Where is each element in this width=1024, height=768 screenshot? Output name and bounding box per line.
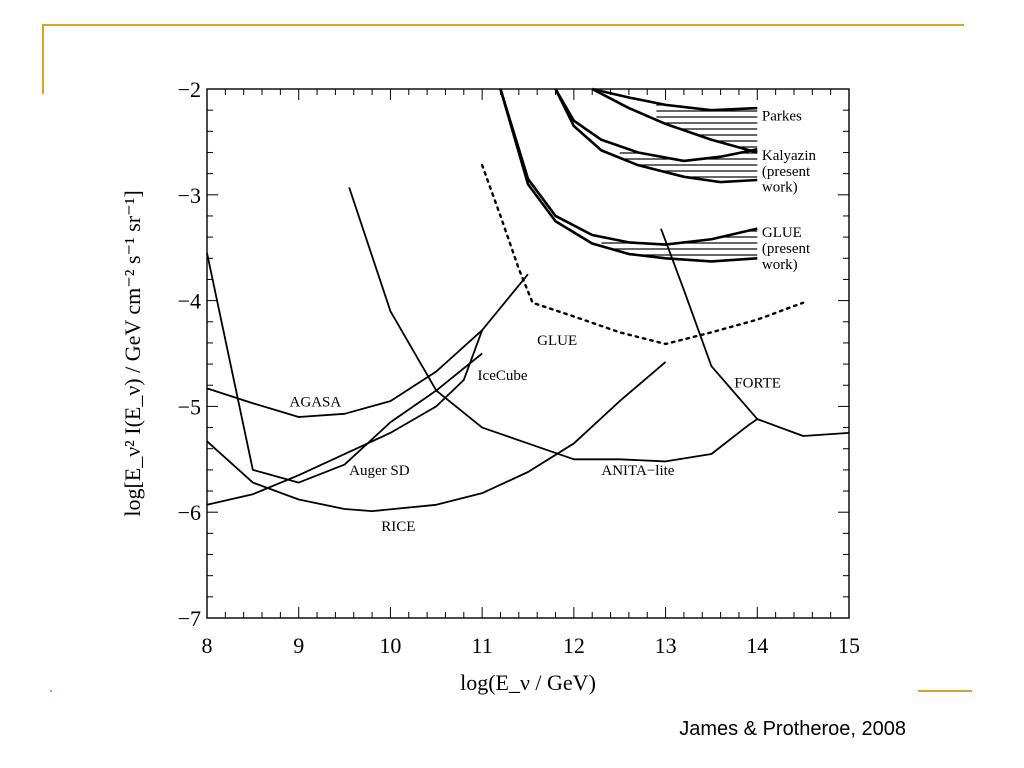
x-tick-label: 12 [563,633,585,658]
series-label-kalyazin: Kalyazin [762,148,817,164]
series-lines [206,87,850,513]
bottom-accent-line [918,690,972,692]
series-label-present: (present [762,164,811,180]
series-label-glue: GLUE [537,333,577,349]
series-label-agasa: AGASA [290,394,342,410]
series-label-auger-sd: Auger SD [349,463,410,479]
hatched-regions [601,103,758,262]
series-line-glue-present-work-lower [499,88,758,263]
series-label-forte: FORTE [734,375,781,391]
y-axis-title: log[E_ν² I(E_ν) / GeV cm⁻² s⁻¹ sr⁻¹] [120,190,145,516]
x-tick-label: 14 [746,633,768,658]
y-tick-label: −2 [178,77,201,102]
y-tick-label: −4 [178,289,201,314]
series-label-rice: RICE [381,519,415,535]
hatch-glue-present-work [601,228,758,262]
axis-tick-labels: 8 9 10 11 12 13 14 15 −2 −3 −4 −5 −6 −7 [178,77,860,658]
series-line-icecube [206,329,483,506]
series-label-work: work) [762,180,798,196]
series-line-parkes-lower [591,87,758,154]
y-tick-label: −5 [178,394,201,419]
series-line-glue [480,163,805,346]
hatch-kalyazin-present-work [619,146,758,182]
series-line-glue-present-work-upper [499,88,758,246]
bottom-left-accent-mark [50,690,52,692]
series-label-present: (present [762,241,811,257]
series-line-rice [206,361,667,513]
y-tick-label: −3 [178,183,201,208]
top-accent-line [42,24,964,26]
x-tick-label: 8 [202,633,213,658]
x-axis-title: log(E_ν / GeV) [460,670,596,695]
citation: James & Protheroe, 2008 [679,718,906,740]
series-line-agasa [206,273,529,418]
series-label-glue: GLUE [762,225,802,241]
x-tick-label: 10 [379,633,401,658]
plot-frame [206,88,850,619]
series-labels: AGASA Auger SD IceCube RICE GLUE ANITA−lite FO… [290,109,817,536]
series-line-kalyazin-present-work-upper [554,88,758,163]
left-accent-line [42,24,44,94]
x-tick-label: 13 [655,633,677,658]
series-label-parkes: Parkes [762,109,802,125]
y-tick-label: −6 [178,500,201,525]
series-label-icecube: IceCube [478,368,528,384]
x-tick-label: 11 [472,633,493,658]
hatch-parkes [656,103,758,153]
x-tick-label: 9 [293,633,304,658]
axis-ticks [206,88,850,619]
series-label-anita-lite: ANITA−lite [601,463,674,479]
series-line-parkes-upper [591,87,758,112]
y-tick-label: −7 [178,606,201,631]
series-line-kalyazin-present-work-lower [554,88,758,184]
series-label-work: work) [762,257,798,273]
x-tick-label: 15 [838,633,860,658]
